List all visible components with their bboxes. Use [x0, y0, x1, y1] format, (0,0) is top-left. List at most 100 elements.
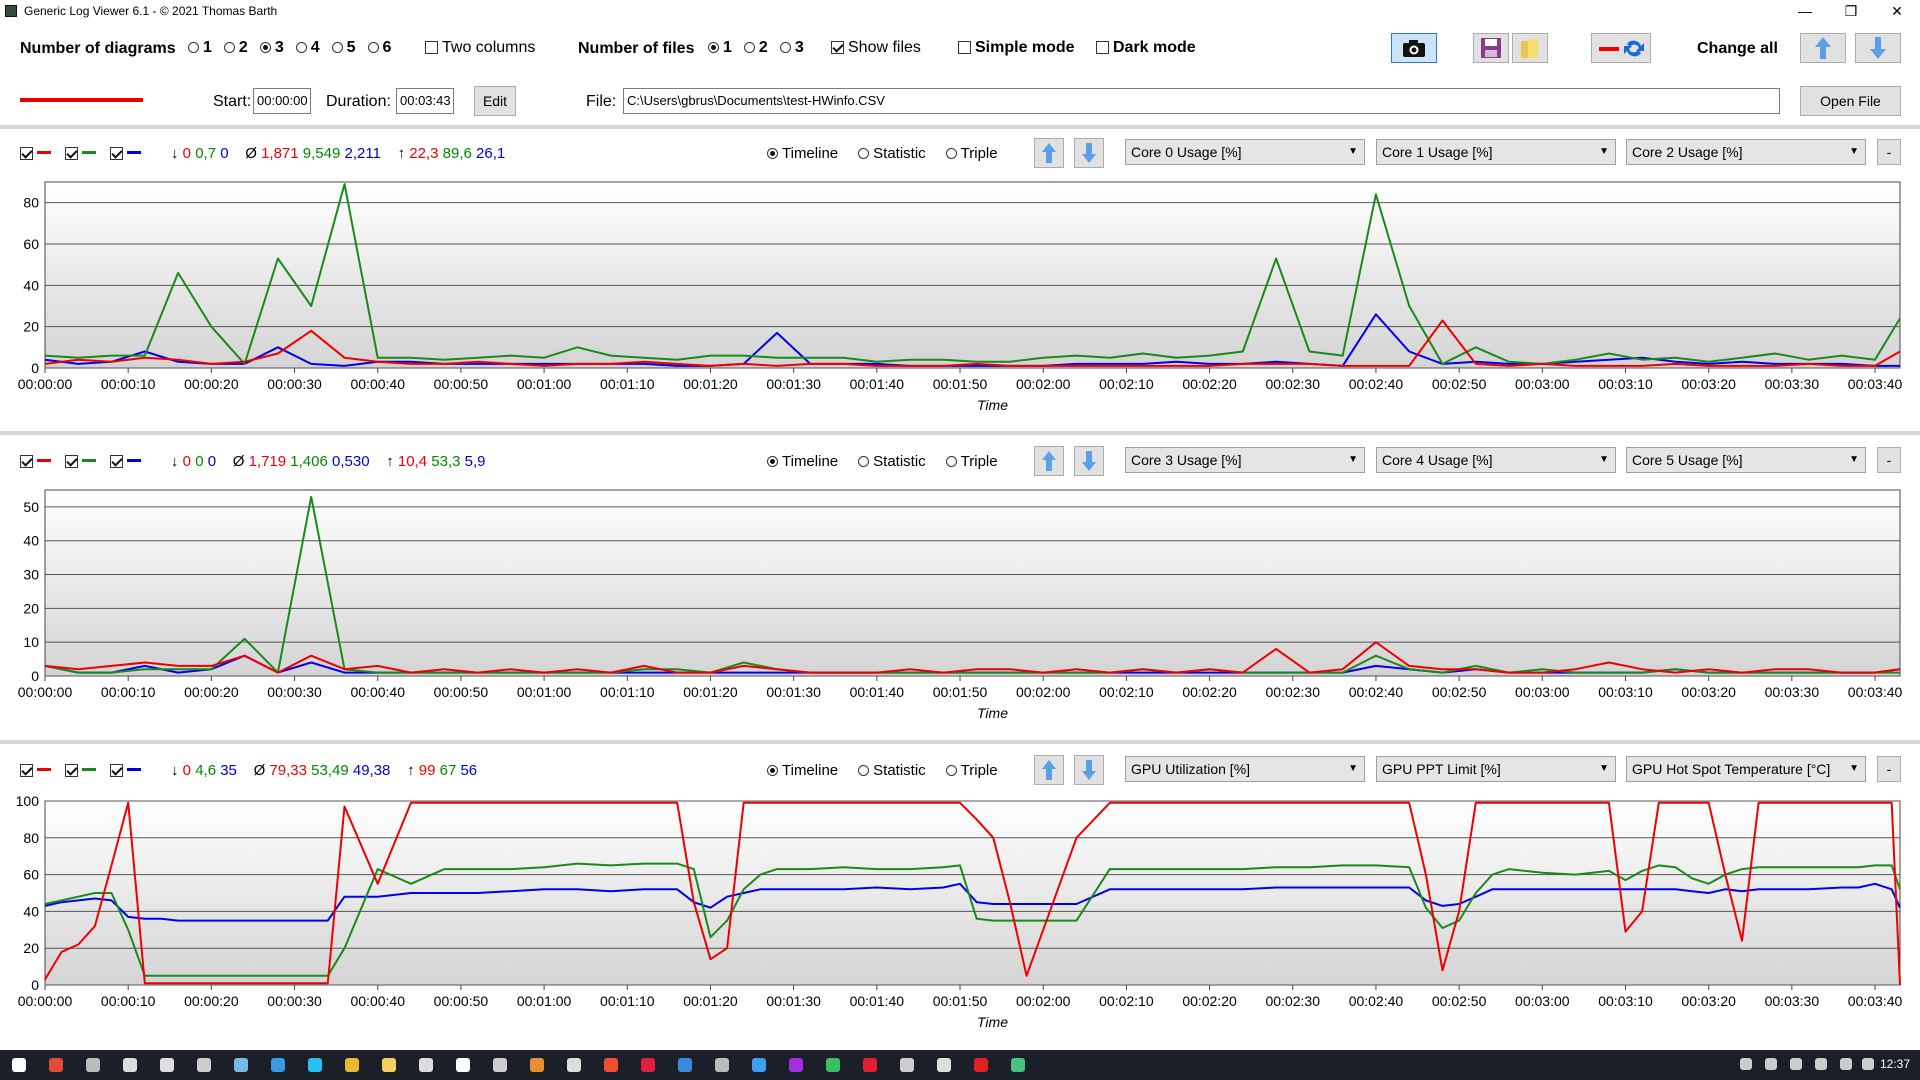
signal-selector[interactable]: GPU Hot Spot Temperature [°C] ▼	[1626, 756, 1866, 782]
signal-selector[interactable]: Core 3 Usage [%] ▼	[1125, 447, 1365, 473]
minimize-icon[interactable]: —	[1798, 3, 1812, 19]
remove-diagram-button[interactable]: -	[1877, 139, 1901, 165]
radio-icon[interactable]	[767, 765, 778, 776]
checkbox-icon[interactable]	[1096, 41, 1109, 54]
signal-selector[interactable]: Core 4 Usage [%] ▼	[1376, 447, 1616, 473]
tray-icon[interactable]	[1765, 1058, 1777, 1070]
taskbar-app-icon[interactable]	[345, 1058, 359, 1072]
signal-selector[interactable]: Core 2 Usage [%] ▼	[1626, 139, 1866, 165]
two-columns-checkbox[interactable]: Two columns	[425, 39, 535, 57]
checkbox-icon[interactable]	[65, 764, 78, 777]
restore-icon[interactable]: ❐	[1844, 3, 1858, 19]
close-icon[interactable]: ✕	[1891, 3, 1903, 19]
dark-mode-checkbox[interactable]: Dark mode	[1096, 39, 1196, 57]
radio-icon[interactable]	[858, 456, 870, 467]
checkbox-icon[interactable]	[110, 764, 123, 777]
series-green-checkbox[interactable]	[65, 762, 102, 779]
mode-timeline-radio[interactable]: Timeline	[767, 762, 838, 779]
mode-timeline-radio[interactable]: Timeline	[767, 453, 838, 470]
radio-icon[interactable]	[743, 42, 755, 53]
tray-icon[interactable]	[1790, 1058, 1802, 1070]
series-blue-checkbox[interactable]	[110, 453, 147, 470]
file-radio-1[interactable]: 1	[708, 39, 732, 56]
tray-icon[interactable]	[1815, 1058, 1827, 1070]
checkbox-icon[interactable]	[65, 147, 78, 160]
series-blue-checkbox[interactable]	[110, 762, 147, 779]
taskbar-app-icon[interactable]	[641, 1058, 655, 1072]
radio-icon[interactable]	[295, 42, 307, 53]
radio-icon[interactable]	[708, 42, 719, 53]
radio-icon[interactable]	[367, 42, 379, 53]
checkbox-icon[interactable]	[20, 764, 33, 777]
radio-icon[interactable]	[858, 765, 870, 776]
mode-statistic-radio[interactable]: Statistic	[858, 145, 926, 162]
signal-selector[interactable]: GPU PPT Limit [%] ▼	[1376, 756, 1616, 782]
taskbar-app-icon[interactable]	[456, 1058, 470, 1072]
taskbar-app-icon[interactable]	[715, 1058, 729, 1072]
taskbar-app-icon[interactable]	[567, 1058, 581, 1072]
taskbar-app-icon[interactable]	[604, 1058, 618, 1072]
mode-statistic-radio[interactable]: Statistic	[858, 453, 926, 470]
signal-selector[interactable]: GPU Utilization [%] ▼	[1125, 756, 1365, 782]
move-down-button[interactable]	[1074, 446, 1104, 476]
edit-button[interactable]: Edit	[474, 86, 516, 116]
remove-diagram-button[interactable]: -	[1877, 447, 1901, 473]
radio-icon[interactable]	[331, 42, 343, 53]
checkbox-icon[interactable]	[110, 455, 123, 468]
move-down-button[interactable]	[1074, 138, 1104, 168]
move-up-button[interactable]	[1034, 138, 1064, 168]
diagram-radio-5[interactable]: 5	[331, 39, 356, 56]
radio-icon[interactable]	[223, 42, 235, 53]
taskbar-app-icon[interactable]	[752, 1058, 766, 1072]
checkbox-icon[interactable]	[20, 147, 33, 160]
checkbox-icon[interactable]	[110, 147, 123, 160]
taskbar-app-icon[interactable]	[863, 1058, 877, 1072]
taskbar-app-icon[interactable]	[1011, 1058, 1025, 1072]
radio-icon[interactable]	[945, 148, 957, 159]
tray-icon[interactable]	[1740, 1058, 1752, 1070]
diagram-radio-1[interactable]: 1	[188, 39, 212, 56]
move-down-all-button[interactable]	[1855, 33, 1901, 63]
taskbar-app-icon[interactable]	[678, 1058, 692, 1072]
mode-triple-radio[interactable]: Triple	[945, 145, 998, 162]
mode-timeline-radio[interactable]: Timeline	[767, 145, 838, 162]
signal-selector[interactable]: Core 0 Usage [%] ▼	[1125, 139, 1365, 165]
save-button[interactable]	[1473, 33, 1509, 63]
duration-field[interactable]: 00:03:43	[396, 88, 454, 114]
diagram-radio-2[interactable]: 2	[223, 39, 248, 56]
radio-icon[interactable]	[188, 42, 199, 53]
taskbar-app-icon[interactable]	[160, 1058, 174, 1072]
taskbar-app-icon[interactable]	[86, 1058, 100, 1072]
taskbar-app-icon[interactable]	[308, 1058, 322, 1072]
taskbar-app-icon[interactable]	[12, 1058, 26, 1072]
radio-icon[interactable]	[259, 42, 271, 53]
radio-icon[interactable]	[945, 456, 957, 467]
series-red-checkbox[interactable]	[20, 762, 57, 779]
signal-selector[interactable]: Core 1 Usage [%] ▼	[1376, 139, 1616, 165]
taskbar-app-icon[interactable]	[974, 1058, 988, 1072]
taskbar-app-icon[interactable]	[271, 1058, 285, 1072]
file-path-field[interactable]: C:\Users\gbrus\Documents\test-HWinfo.CSV	[623, 88, 1780, 114]
open-file-button[interactable]: Open File	[1800, 86, 1901, 116]
move-up-all-button[interactable]	[1800, 33, 1846, 63]
diagram-radio-4[interactable]: 4	[295, 39, 320, 56]
diagram-radio-3[interactable]: 3	[259, 39, 284, 56]
swap-colors-button[interactable]	[1591, 33, 1651, 63]
series-blue-checkbox[interactable]	[110, 145, 147, 162]
checkbox-icon[interactable]	[65, 455, 78, 468]
taskbar-app-icon[interactable]	[123, 1058, 137, 1072]
tray-icon[interactable]	[1862, 1058, 1874, 1070]
file-radio-3[interactable]: 3	[779, 39, 804, 56]
remove-diagram-button[interactable]: -	[1877, 756, 1901, 782]
move-up-button[interactable]	[1034, 446, 1064, 476]
radio-icon[interactable]	[858, 148, 870, 159]
mode-triple-radio[interactable]: Triple	[945, 453, 998, 470]
taskbar-app-icon[interactable]	[826, 1058, 840, 1072]
checkbox-icon[interactable]	[20, 455, 33, 468]
file-radio-2[interactable]: 2	[743, 39, 768, 56]
taskbar-app-icon[interactable]	[530, 1058, 544, 1072]
checkbox-icon[interactable]	[831, 41, 844, 54]
series-red-checkbox[interactable]	[20, 453, 57, 470]
simple-mode-checkbox[interactable]: Simple mode	[958, 39, 1075, 57]
radio-icon[interactable]	[945, 765, 957, 776]
